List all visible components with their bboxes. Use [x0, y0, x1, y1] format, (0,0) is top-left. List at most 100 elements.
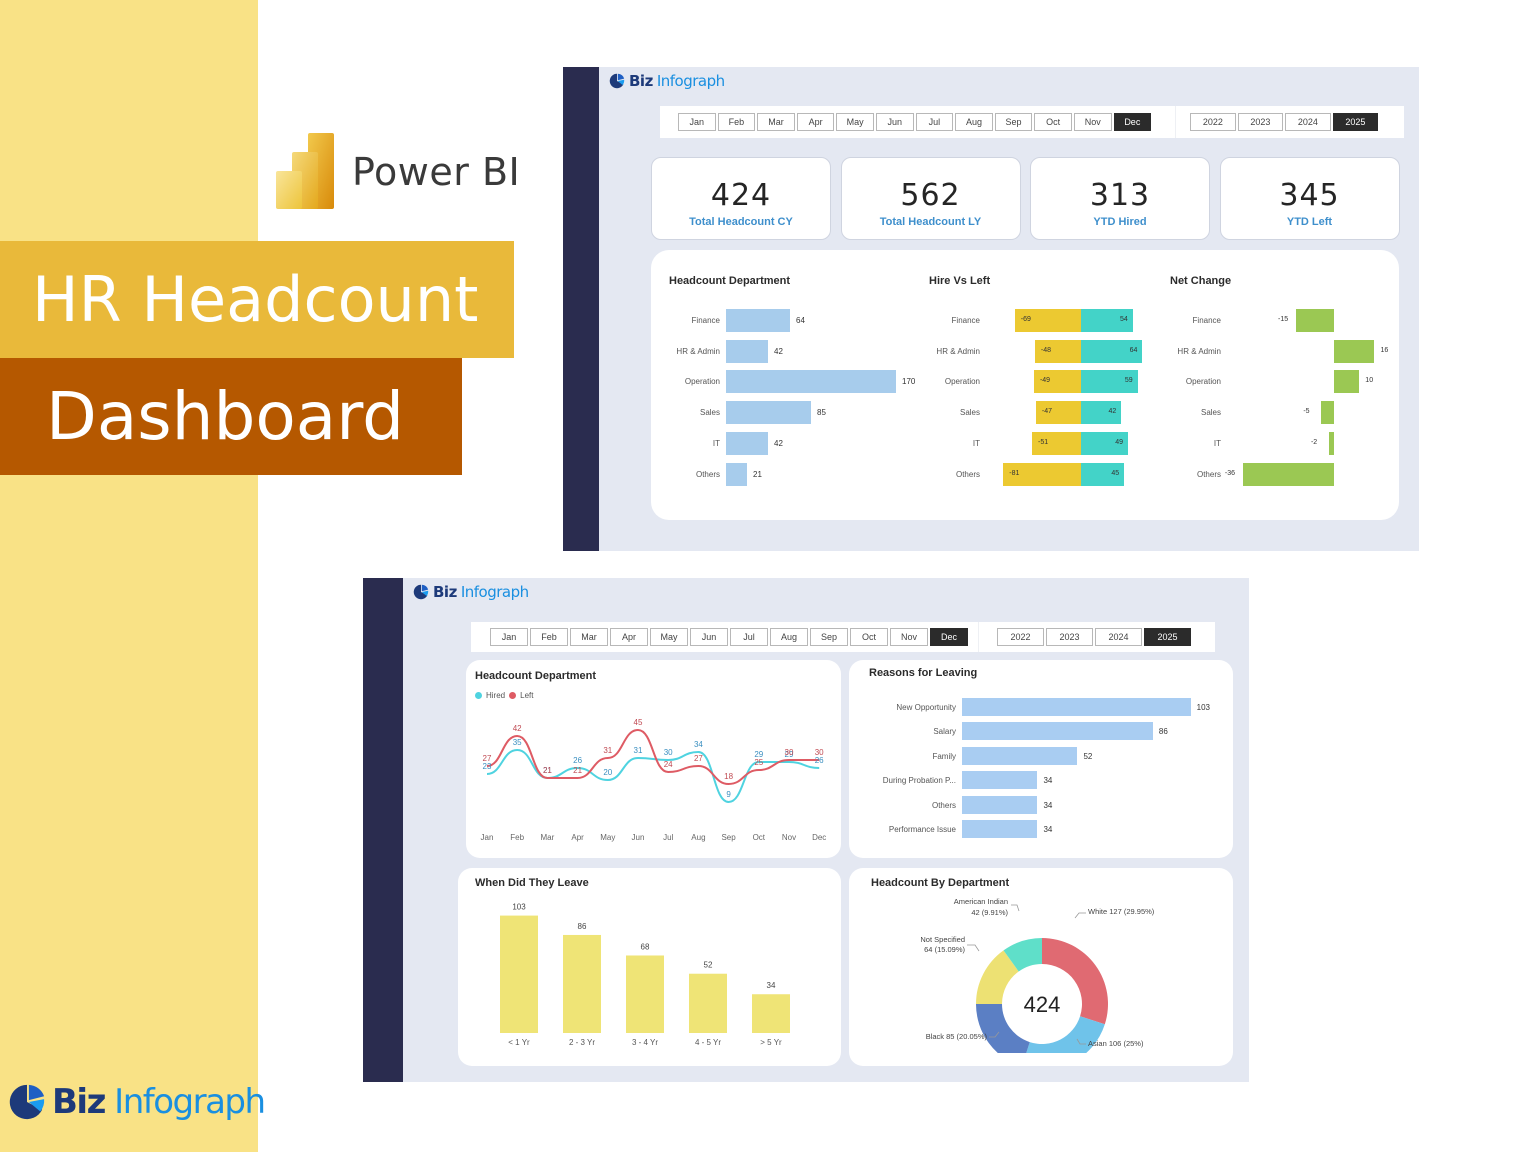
net-bar[interactable]	[1242, 462, 1334, 486]
month-mar[interactable]: Mar	[570, 628, 608, 646]
legend-hired[interactable]: Hired	[486, 691, 506, 700]
kpi-card: 345 YTD Left	[1219, 157, 1400, 240]
net-bar[interactable]	[1328, 431, 1334, 455]
column-bar[interactable]	[500, 915, 538, 1033]
month-jun[interactable]: Jun	[690, 628, 728, 646]
year-2022[interactable]: 2022	[1190, 113, 1236, 131]
left-bar[interactable]: -48	[1034, 339, 1081, 363]
reason-value: 34	[1043, 776, 1053, 786]
column-bar[interactable]	[752, 994, 790, 1033]
month-mar[interactable]: Mar	[757, 113, 795, 131]
month-aug[interactable]: Aug	[770, 628, 808, 646]
hired-bar[interactable]: 59	[1081, 370, 1138, 394]
year-2025[interactable]: 2025	[1332, 113, 1379, 131]
month-feb[interactable]: Feb	[530, 628, 568, 646]
month-may[interactable]: May	[836, 113, 874, 131]
net-bar[interactable]	[1334, 339, 1375, 363]
hired-bar[interactable]: 54	[1081, 309, 1133, 332]
filter-bar: Jan Feb Mar Apr May Jun Jul Aug Sep Oct Nov Dec 202…	[660, 106, 1404, 138]
kpi-value: 562	[900, 178, 961, 213]
month-feb[interactable]: Feb	[717, 113, 756, 131]
left-line[interactable]	[486, 728, 820, 786]
month-nov[interactable]: Nov	[890, 628, 928, 646]
left-bar[interactable]: -49	[1033, 370, 1081, 394]
x-tick: Oct	[753, 833, 766, 842]
hired-bar[interactable]: 42	[1081, 401, 1122, 425]
left-bar[interactable]: -47	[1035, 401, 1081, 425]
reason-bar[interactable]	[962, 771, 1038, 790]
donut-slice[interactable]	[1042, 938, 1108, 1025]
reason-bar[interactable]	[962, 698, 1191, 716]
data-label: 9	[726, 790, 731, 799]
hired-bar[interactable]: 64	[1081, 339, 1143, 363]
month-jan[interactable]: Jan	[490, 628, 528, 646]
donut-slice[interactable]	[976, 1004, 1030, 1053]
legend-left[interactable]: Left	[520, 691, 534, 700]
left-bar[interactable]: -51	[1032, 431, 1081, 455]
hired-bar[interactable]: 49	[1081, 431, 1129, 455]
kpi-value: 424	[710, 178, 772, 213]
data-label: 26	[815, 756, 824, 765]
month-sep[interactable]: Sep	[994, 113, 1033, 131]
category-label: Others	[695, 469, 720, 479]
month-jul[interactable]: Jul	[915, 113, 954, 131]
hired-bar[interactable]: 45	[1081, 462, 1125, 486]
month-aug[interactable]: Aug	[955, 113, 993, 131]
month-apr[interactable]: Apr	[796, 113, 835, 131]
x-tick: Nov	[782, 833, 796, 842]
data-label: 18	[724, 772, 733, 781]
bar[interactable]	[726, 462, 747, 486]
reason-bar[interactable]	[962, 746, 1078, 765]
reason-bar[interactable]	[962, 795, 1038, 814]
column-value: 52	[704, 961, 713, 970]
bar[interactable]	[726, 431, 768, 455]
month-apr[interactable]: Apr	[610, 628, 648, 646]
year-2023[interactable]: 2023	[1046, 628, 1093, 646]
year-2023[interactable]: 2023	[1237, 113, 1284, 131]
left-value: -47	[1041, 408, 1052, 416]
title-hr-headcount: HR Headcount	[0, 241, 514, 358]
kpi-label: Total Headcount LY	[879, 216, 982, 228]
hired-value: 49	[1115, 438, 1124, 446]
month-jan[interactable]: Jan	[678, 113, 716, 131]
year-2024[interactable]: 2024	[1095, 628, 1142, 646]
month-oct[interactable]: Oct	[850, 628, 888, 646]
month-jun[interactable]: Jun	[875, 113, 914, 131]
net-value: -2	[1310, 438, 1318, 446]
hired-line[interactable]	[486, 748, 820, 804]
month-may[interactable]: May	[650, 628, 688, 646]
hired-value: 64	[1129, 346, 1138, 354]
year-2022[interactable]: 2022	[997, 628, 1044, 646]
when-leave-column-chart: 103 < 1 Yr 86 2 - 3 Yr 68 3 - 4 Yr 52 4 - 5 Yr 3…	[500, 903, 790, 1047]
year-2024[interactable]: 2024	[1285, 113, 1331, 131]
column-bar[interactable]	[689, 973, 727, 1033]
bar[interactable]	[726, 401, 811, 425]
donut-slice[interactable]	[976, 950, 1019, 1004]
month-oct[interactable]: Oct	[1034, 113, 1072, 131]
bar[interactable]	[726, 309, 790, 332]
hired-value: 45	[1111, 469, 1120, 477]
reason-bar[interactable]	[962, 820, 1038, 838]
headcount-donut-chart: 424 White 127 (29.95%) Asian 106 (25%) Blac…	[920, 897, 1155, 1053]
month-nov[interactable]: Nov	[1073, 113, 1112, 131]
bar[interactable]	[726, 339, 768, 363]
donut-label: Black 85 (20.05%)	[926, 1032, 988, 1041]
net-bar[interactable]	[1334, 370, 1360, 394]
column-bar[interactable]	[563, 934, 601, 1033]
month-sep[interactable]: Sep	[810, 628, 848, 646]
column-label: 2 - 3 Yr	[569, 1038, 595, 1047]
reason-bar[interactable]	[962, 722, 1153, 741]
left-bar[interactable]: -81	[1003, 462, 1081, 486]
donut-slice[interactable]	[1003, 938, 1042, 972]
net-bar[interactable]	[1321, 401, 1334, 425]
column-bar[interactable]	[626, 955, 664, 1033]
year-2025[interactable]: 2025	[1144, 628, 1191, 646]
month-jul[interactable]: Jul	[730, 628, 768, 646]
left-bar[interactable]: -69	[1014, 309, 1081, 332]
bar[interactable]	[726, 370, 896, 394]
month-dec[interactable]: Dec	[930, 628, 968, 646]
net-bar[interactable]	[1296, 309, 1334, 332]
month-dec[interactable]: Dec	[1113, 113, 1152, 131]
bar-value: 170	[902, 377, 916, 387]
